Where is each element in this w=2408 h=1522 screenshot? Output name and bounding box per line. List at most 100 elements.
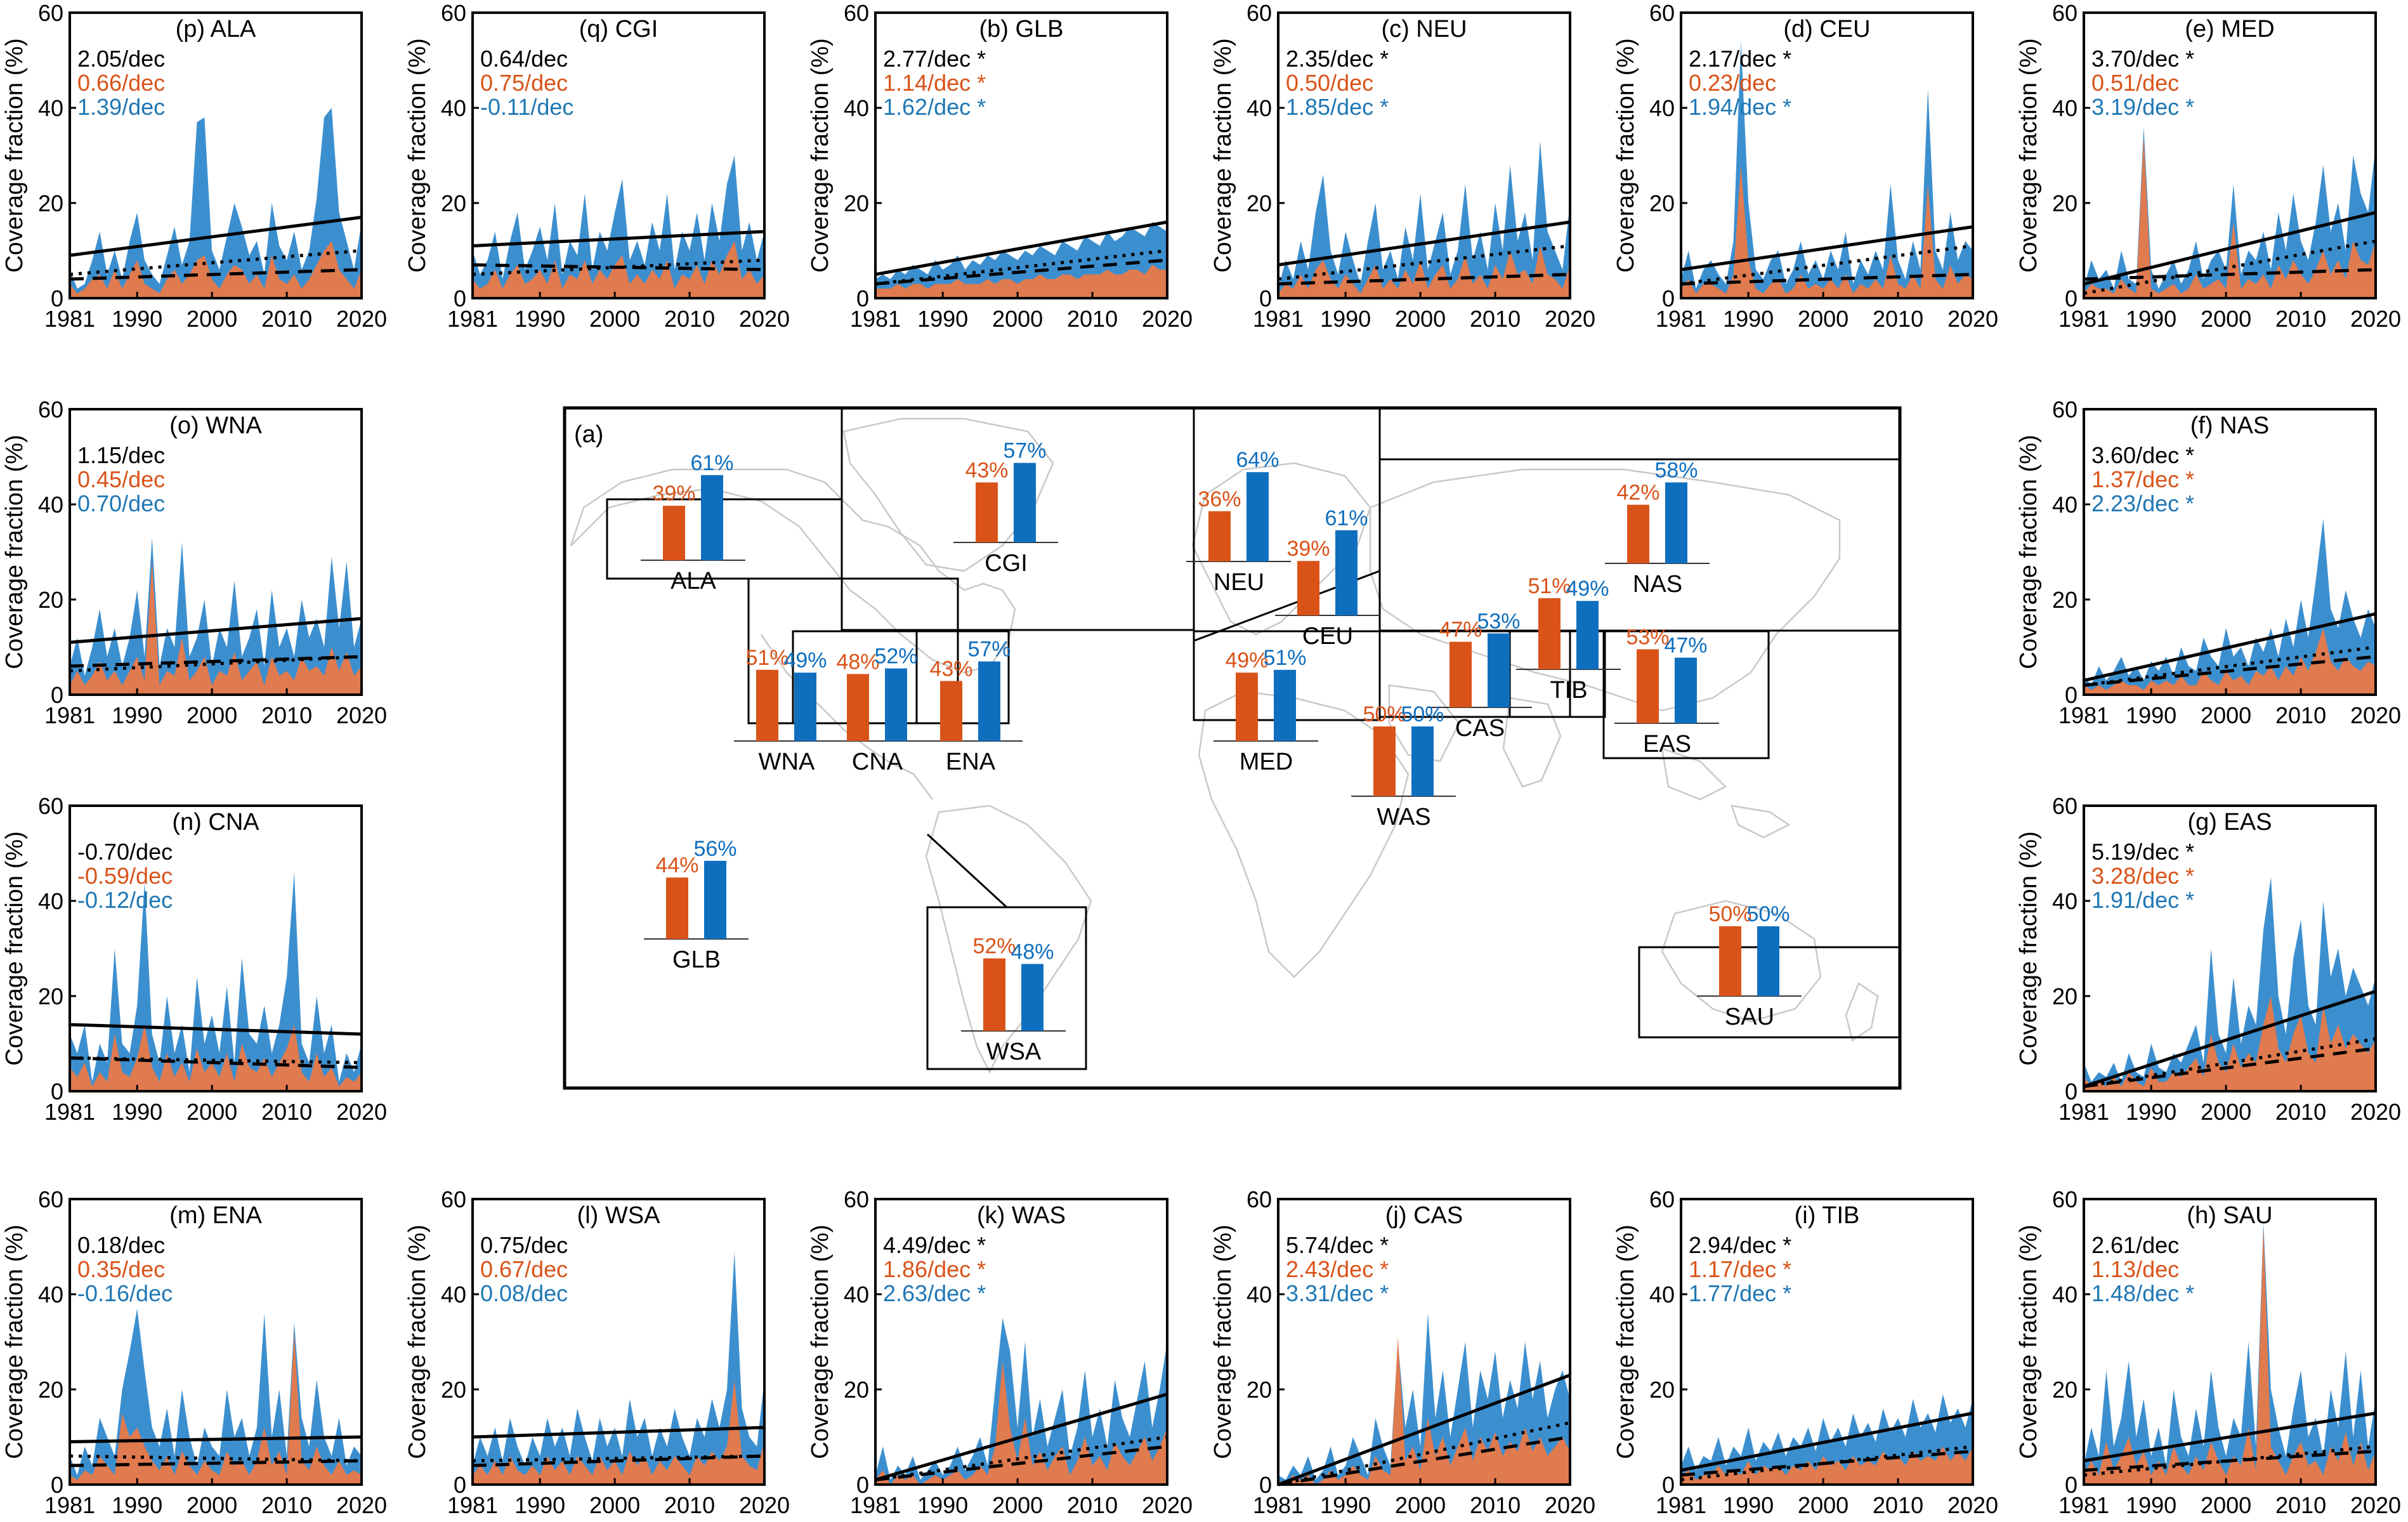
bar-total-label: 50% — [1401, 702, 1444, 726]
trend-value: 0.70/dec — [77, 490, 165, 516]
panel-cgi: 0 20 40 60 1981 1990 2000 2010 2020 Coverage frac… — [404, 0, 790, 332]
significance-mark: * — [2179, 887, 2194, 913]
region-label: EAS — [1643, 731, 1691, 758]
trend-value: 0.67/dec — [480, 1256, 568, 1282]
panel-title: (b) GLB — [979, 16, 1063, 43]
bar-total-label: 52% — [874, 645, 917, 669]
panel-title: (f) NAS — [2190, 412, 2270, 439]
bar-total-label: 50% — [1746, 902, 1790, 926]
x-tick-label: 1981 — [850, 1492, 901, 1518]
bar-total — [1014, 463, 1036, 542]
plot-frame — [69, 804, 363, 1092]
bar-total — [1335, 530, 1358, 615]
trend-text: 1.48/dec * — [2091, 1280, 2194, 1306]
y-axis-label: Coverage fraction (%) — [2015, 38, 2042, 273]
y-tick-label: 20 — [1649, 1377, 1675, 1403]
x-tick-label: 1981 — [447, 306, 498, 332]
trend-value: 1.86/dec — [883, 1256, 971, 1282]
significance-mark: * — [2179, 863, 2194, 889]
trend-value: 3.60/dec — [2091, 442, 2179, 468]
part-area — [1278, 246, 1570, 298]
trend-text: 0.51/dec — [2091, 70, 2179, 96]
trend-line-total — [875, 220, 1168, 276]
bar-total-label: 61% — [690, 451, 733, 475]
bar-part-label: 39% — [1286, 537, 1330, 561]
region-label: ALA — [671, 568, 716, 594]
plot-frame — [2083, 804, 2377, 1092]
panel-title: (n) CNA — [172, 809, 259, 836]
total-area — [2084, 518, 2376, 695]
trend-line-part — [2083, 1450, 2376, 1472]
y-tick-label: 60 — [2052, 397, 2078, 423]
map-bar-chart-eas: 53%47% EAS — [1614, 625, 1719, 758]
trend-line-total — [472, 230, 765, 247]
bar-part-label: 53% — [1626, 625, 1669, 649]
panel-neu: 0 20 40 60 1981 1990 2000 2010 2020 Coverage frac… — [1210, 0, 1595, 332]
region-boxes — [606, 407, 1901, 1070]
y-tick-label: 20 — [2052, 1377, 2078, 1403]
bar-total-label: 58% — [1654, 458, 1698, 482]
y-axis-label: Coverage fraction (%) — [1210, 1224, 1236, 1459]
y-tick-label: 20 — [2052, 587, 2078, 613]
bar-total — [1247, 472, 1269, 561]
panel-title: (i) TIB — [1795, 1202, 1860, 1229]
x-tick-label: 2010 — [1470, 1492, 1521, 1518]
trend-value: 5.19/dec — [2091, 839, 2179, 865]
y-tick-label: 20 — [2052, 983, 2078, 1009]
x-tick-label: 2000 — [2201, 306, 2251, 332]
panel-title: (j) CAS — [1385, 1202, 1463, 1229]
trend-text: 2.77/dec * — [883, 46, 986, 72]
x-tick-label: 2020 — [739, 306, 790, 332]
y-tick-label: 20 — [441, 190, 466, 216]
trend-text: 1.37/dec * — [2091, 466, 2194, 492]
x-tick-label: 2010 — [1067, 1492, 1118, 1518]
y-tick-label: 60 — [844, 1186, 869, 1212]
bar-total-label: 48% — [1011, 940, 1054, 964]
bar-part-label: 44% — [655, 853, 698, 877]
y-tick-label: 40 — [38, 492, 63, 518]
trend-text: 1.86/dec * — [883, 1256, 986, 1282]
trend-text: -0.12/dec — [77, 887, 173, 913]
panel-med: 0 20 40 60 1981 1990 2000 2010 2020 Coverage frac… — [2015, 0, 2401, 332]
x-tick-label: 2010 — [664, 1492, 715, 1518]
bar-total — [1675, 657, 1697, 723]
trend-value: 1.85/dec — [1286, 94, 1373, 120]
x-tick-label: 2000 — [2201, 702, 2251, 728]
x-tick-label: 2000 — [1395, 306, 1446, 332]
y-axis-label: Coverage fraction (%) — [807, 1224, 834, 1459]
y-tick-label: 40 — [38, 1282, 63, 1308]
bar-total — [1274, 669, 1296, 741]
y-tick-label: 0 — [454, 285, 466, 312]
y-tick-label: 60 — [441, 0, 466, 26]
x-tick-label: 2000 — [2201, 1492, 2251, 1518]
trend-line-part — [875, 258, 1168, 285]
bar-part — [666, 877, 688, 939]
box-cas — [1378, 630, 1571, 718]
y-tick-label: 0 — [51, 1079, 63, 1105]
y-tick-label: 0 — [1259, 1472, 1272, 1498]
trend-text: -0.70/dec — [77, 839, 173, 865]
trend-value: 0.50/dec — [1286, 70, 1373, 96]
x-tick-label: 2010 — [1873, 1492, 1923, 1518]
trend-line-part — [69, 268, 362, 281]
bar-part — [983, 958, 1005, 1031]
x-tick-label: 2000 — [589, 1492, 640, 1518]
x-tick-label: 2000 — [992, 306, 1043, 332]
part-area — [70, 561, 362, 695]
x-tick-label: 1990 — [1723, 1492, 1774, 1518]
y-tick-label: 0 — [2065, 682, 2078, 708]
x-tick-label: 2010 — [1470, 306, 1521, 332]
x-tick-label: 1981 — [1253, 306, 1304, 332]
trend-value: 4.49/dec — [883, 1232, 971, 1258]
bar-part-label: 43% — [965, 458, 1008, 482]
trend-line-part — [2083, 655, 2376, 687]
y-tick-label: 60 — [2052, 0, 2078, 26]
bar-part — [1373, 726, 1396, 796]
panel-title: (k) WAS — [977, 1202, 1066, 1229]
trend-value: 1.15/dec — [77, 442, 165, 468]
y-tick-label: 40 — [1649, 1282, 1675, 1308]
bar-total — [1411, 726, 1434, 796]
part-area — [2084, 136, 2376, 298]
y-tick-label: 20 — [38, 190, 63, 216]
x-tick-label: 2000 — [1798, 1492, 1849, 1518]
